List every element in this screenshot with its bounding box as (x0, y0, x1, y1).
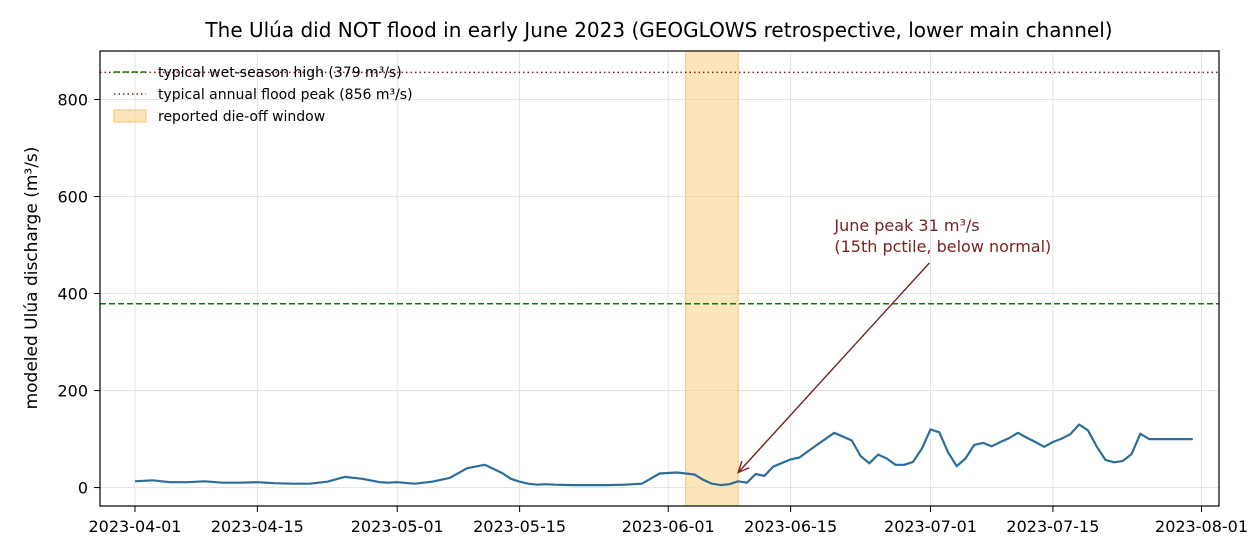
y-tick-label: 800 (57, 91, 88, 110)
y-tick-label: 200 (57, 382, 88, 401)
y-tick-label: 400 (57, 285, 88, 304)
legend-swatch (113, 109, 147, 123)
annotation-arrow (737, 262, 930, 474)
legend-label: typical annual flood peak (856 m³/s) (158, 87, 413, 103)
x-tick-label: 2023-06-01 (622, 517, 715, 536)
x-tick-label: 2023-06-15 (744, 517, 837, 536)
legend-label: reported die-off window (158, 109, 325, 125)
shaded-region (685, 50, 739, 507)
plot-area: 2023-04-01 2023-04-15 2023-05-01 2023-05-15… (57, 50, 1248, 536)
legend-label: typical wet-season high (379 m³/s) (158, 65, 402, 81)
x-tick-label: 2023-07-15 (1006, 517, 1099, 536)
annotation-arrowhead (737, 460, 750, 474)
y-tick-label: 600 (57, 188, 88, 207)
y-tick-label: 0 (78, 479, 88, 498)
y-axis-label: modeled Ulúa discharge (m³/s) (22, 147, 42, 410)
discharge-series-line (134, 423, 1193, 487)
annotation-text: (15th pctile, below normal) (834, 237, 1051, 256)
x-tick-label: 2023-05-15 (473, 517, 566, 536)
x-tick-label: 2023-05-01 (351, 517, 444, 536)
annotation-text: June peak 31 m³/s (833, 216, 979, 235)
x-tick-label: 2023-07-01 (884, 517, 977, 536)
chart-title: The Ulúa did NOT flood in early June 202… (204, 18, 1112, 42)
x-tick-label: 2023-08-01 (1155, 517, 1248, 536)
x-tick-label: 2023-04-01 (88, 517, 181, 536)
x-tick-label: 2023-04-15 (211, 517, 304, 536)
plot-frame (99, 50, 1220, 507)
